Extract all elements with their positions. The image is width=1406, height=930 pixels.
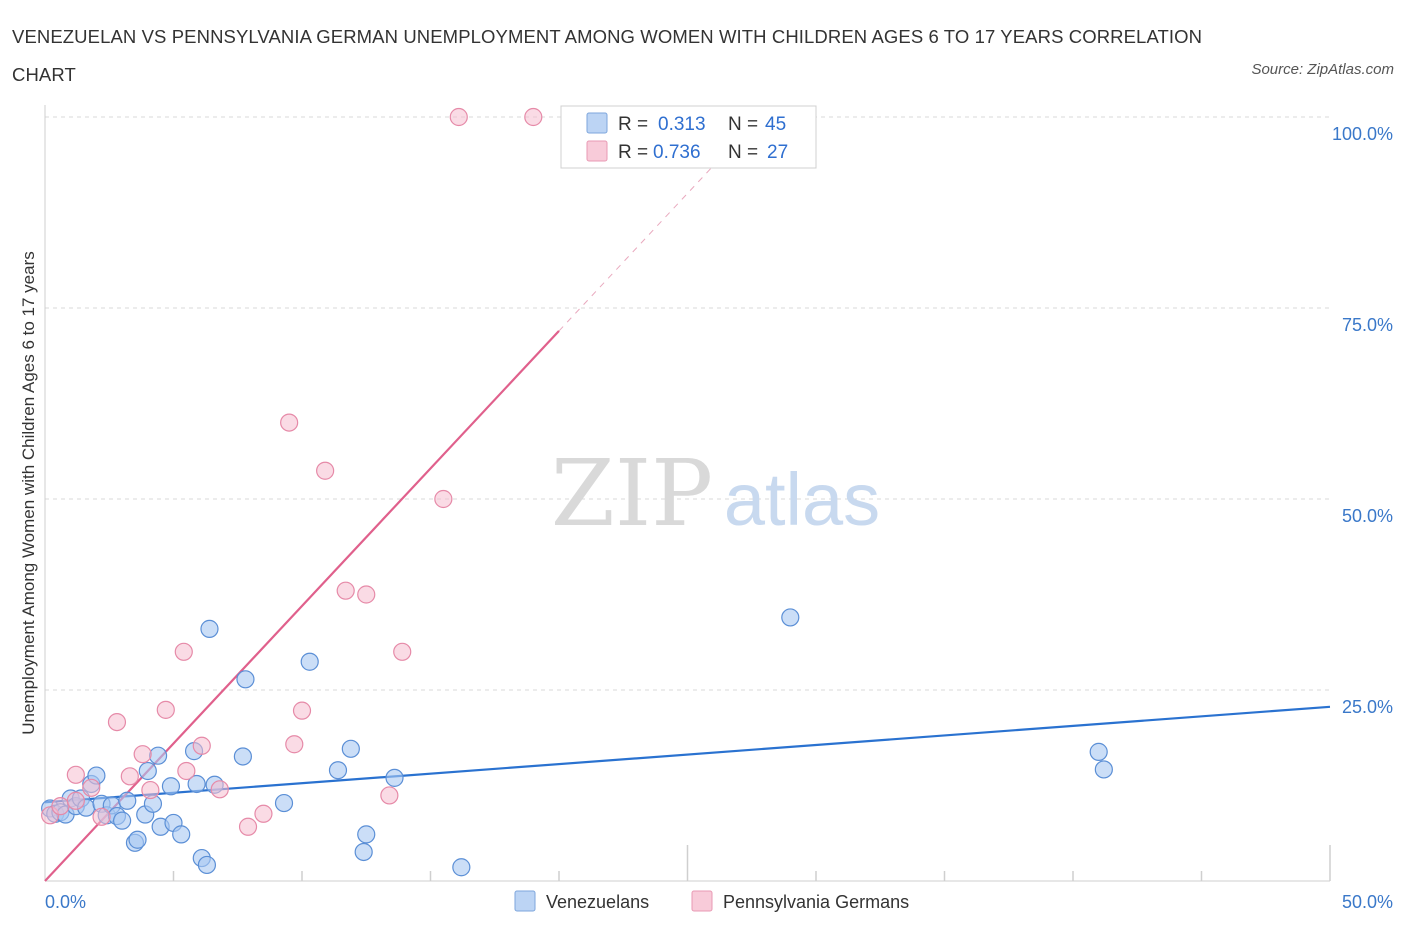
legend-n-value-2: 27	[767, 142, 788, 163]
venezuelans-point-25	[172, 825, 191, 844]
legend-swatch-pa-germans	[586, 140, 608, 162]
legend-n-label-2: N =	[728, 142, 758, 163]
bottom-legend-venezuelans: Venezuelans	[546, 892, 649, 912]
venezuelans-point-17	[128, 830, 147, 849]
y-tick-labels: 25.0% 50.0% 75.0% 100.0%	[1332, 124, 1393, 717]
legend-n-label-1: N =	[728, 114, 758, 135]
venezuelans-point-35	[300, 652, 319, 671]
pa-germans-point-9	[141, 780, 160, 800]
venezuelans-point-15	[118, 791, 137, 810]
legend-r-value-1: 0.313	[658, 114, 706, 135]
pa-germans-point-8	[133, 745, 152, 764]
legend-r-label-2: R =	[618, 142, 648, 163]
venezuelans-point-42	[781, 608, 800, 627]
legend-swatch-venezuelans	[586, 112, 608, 134]
trend-lines	[44, 151, 1331, 882]
trend-line-pa-germans-extension	[558, 151, 727, 332]
y-axis-label: Unemployment Among Women with Children A…	[19, 251, 38, 735]
pa-germans-point-3	[66, 765, 85, 784]
pa-germans-point-7	[120, 767, 139, 786]
x-tick-labels: 0.0% 50.0%	[45, 892, 1393, 912]
pa-germans-point-16	[254, 804, 273, 823]
watermark: ZIP atlas	[551, 440, 880, 547]
venezuelans-point-30	[200, 619, 219, 638]
chart-title: VENEZUELAN VS PENNSYLVANIA GERMAN UNEMPL…	[12, 26, 1203, 85]
bottom-legend-swatch-venezuelans	[514, 890, 536, 912]
y-tick-label-3: 100.0%	[1332, 124, 1393, 144]
venezuelans-point-19	[138, 761, 157, 781]
pa-germans-point-21	[336, 581, 355, 600]
pa-germans-point-14	[210, 780, 229, 799]
pa-germans-point-26	[449, 107, 468, 127]
venezuelans-point-21	[148, 746, 168, 765]
pa-germans-point-20	[316, 461, 335, 480]
watermark-zip: ZIP	[551, 440, 713, 547]
pa-germans-point-23	[380, 786, 399, 805]
venezuelans-point-39	[357, 825, 376, 844]
axes	[44, 105, 1331, 882]
pa-germans-point-15	[238, 817, 258, 836]
bottom-legend-swatch-pa-germans	[691, 890, 713, 912]
y-tick-label-1: 50.0%	[1342, 506, 1393, 526]
venezuelans-point-32	[236, 670, 255, 689]
pa-germans-point-27	[524, 107, 543, 127]
venezuelans-point-23	[161, 777, 181, 796]
venezuelans-point-14	[112, 811, 132, 830]
venezuelans-point-40	[385, 768, 404, 787]
pa-germans-point-19	[292, 701, 312, 720]
venezuelans-point-34	[274, 793, 294, 813]
x-tick-label-1: 50.0%	[1342, 892, 1393, 912]
trend-line-pa-germans	[44, 330, 560, 882]
pa-germans-point-1	[51, 797, 70, 816]
pa-germans-point-18	[285, 735, 304, 754]
pa-germans-point-22	[357, 585, 376, 604]
venezuelans-point-29	[197, 855, 217, 875]
pa-germans-point-13	[192, 736, 211, 755]
y-tick-label-2: 75.0%	[1342, 315, 1393, 335]
grid-lines	[45, 116, 1330, 691]
watermark-atlas: atlas	[724, 458, 880, 541]
pa-germans-point-25	[434, 489, 453, 509]
pa-germans-point-5	[92, 807, 111, 826]
venezuelans-point-38	[354, 842, 373, 862]
y-tick-label-0: 25.0%	[1342, 697, 1393, 717]
legend-n-value-1: 45	[765, 114, 786, 135]
pa-germans-point-12	[177, 761, 196, 781]
source-label: Source: ZipAtlas.com	[1251, 61, 1394, 78]
x-tick-label-0: 0.0%	[45, 892, 86, 912]
venezuelans-point-33	[233, 747, 252, 766]
venezuelans-point-41	[452, 858, 471, 877]
pa-germans-point-24	[393, 642, 412, 661]
bottom-legend: Venezuelans Pennsylvania Germans	[514, 890, 909, 912]
venezuelans-point-37	[341, 739, 360, 758]
pa-germans-points	[41, 107, 543, 836]
bottom-legend-pa-germans: Pennsylvania Germans	[723, 892, 909, 912]
pa-germans-point-10	[156, 700, 175, 719]
venezuelans-point-43	[1089, 742, 1108, 761]
pa-germans-point-17	[280, 413, 299, 432]
venezuelans-points	[41, 608, 1113, 877]
trend-line-venezuelans	[44, 705, 1331, 804]
legend-r-label-1: R =	[618, 114, 648, 135]
venezuelans-point-36	[328, 761, 348, 780]
pa-germans-point-11	[174, 642, 193, 661]
venezuelans-point-27	[187, 774, 206, 794]
pa-germans-point-6	[107, 712, 127, 732]
venezuelans-point-44	[1094, 760, 1113, 779]
legend-r-value-2: 0.736	[653, 142, 701, 163]
pa-germans-point-2	[66, 791, 85, 810]
pa-germans-point-4	[82, 778, 101, 797]
top-legend: R = 0.313 N = 45 R = 0.736 N = 27	[560, 105, 817, 169]
